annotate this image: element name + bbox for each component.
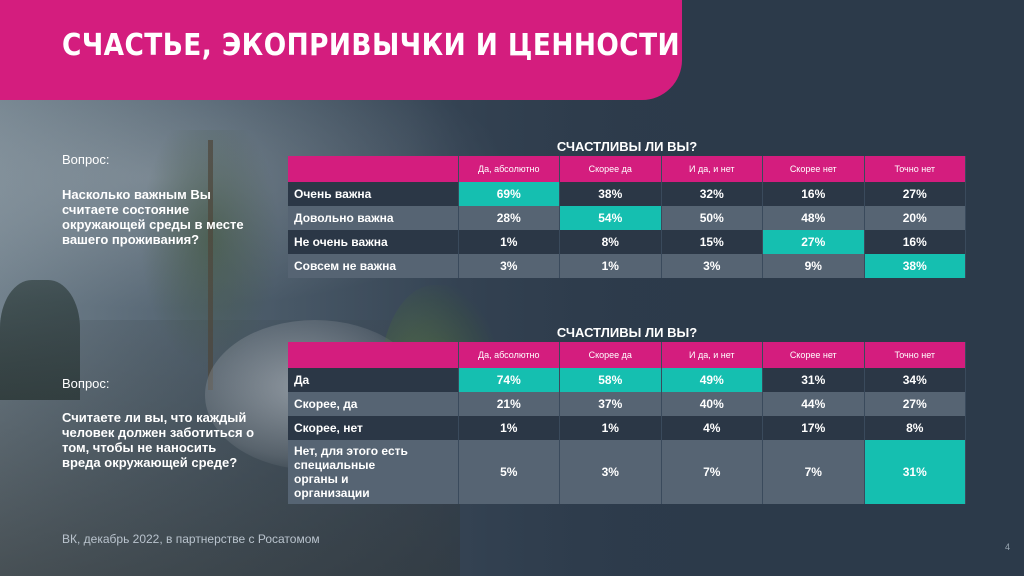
table-cell: 44% (762, 392, 865, 416)
table-cell: 8% (559, 230, 662, 254)
table-row: Довольно важна 28% 54% 50% 48% 20% (288, 206, 966, 230)
question-label-2: Вопрос: (62, 376, 110, 391)
column-header: И да, и нет (661, 342, 763, 368)
table-row: Не очень важна 1% 8% 15% 27% 16% (288, 230, 966, 254)
happiness-table-2: Да, абсолютно Скорее да И да, и нет Скор… (288, 342, 966, 504)
table-cell: 34% (864, 368, 966, 392)
row-label: Не очень важна (288, 230, 459, 254)
table-title-2: СЧАСТЛИВЫ ЛИ ВЫ? (556, 325, 698, 340)
table-cell: 16% (864, 230, 966, 254)
table-cell: 1% (458, 416, 560, 440)
table-cell: 7% (762, 440, 865, 504)
table-cell: 21% (458, 392, 560, 416)
table-cell: 17% (762, 416, 865, 440)
column-header: Точно нет (864, 342, 966, 368)
table-cell: 37% (559, 392, 662, 416)
column-header: Скорее нет (762, 342, 865, 368)
table-corner (288, 156, 459, 182)
table-cell: 27% (762, 230, 865, 254)
table-cell: 74% (458, 368, 560, 392)
table-cell: 9% (762, 254, 865, 278)
table-cell: 38% (559, 182, 662, 206)
question-text-2: Считаете ли вы, что каждый человек долже… (62, 410, 255, 470)
table-cell: 54% (559, 206, 662, 230)
table-row: Скорее, нет 1% 1% 4% 17% 8% (288, 416, 966, 440)
table-cell: 27% (864, 182, 966, 206)
table-cell: 40% (661, 392, 763, 416)
question-label-1: Вопрос: (62, 152, 110, 167)
table-cell: 3% (559, 440, 662, 504)
table-cell: 5% (458, 440, 560, 504)
table-row: Да 74% 58% 49% 31% 34% (288, 368, 966, 392)
table-title-1: СЧАСТЛИВЫ ЛИ ВЫ? (556, 139, 698, 154)
table-cell: 27% (864, 392, 966, 416)
table-cell: 50% (661, 206, 763, 230)
table-cell: 3% (661, 254, 763, 278)
happiness-table-1: Да, абсолютно Скорее да И да, и нет Скор… (288, 156, 966, 278)
table-cell: 31% (762, 368, 865, 392)
row-label: Да (288, 368, 459, 392)
table-cell: 4% (661, 416, 763, 440)
table-cell: 20% (864, 206, 966, 230)
table-cell: 69% (458, 182, 560, 206)
column-header: Скорее да (559, 342, 662, 368)
table-row: Скорее, да 21% 37% 40% 44% 27% (288, 392, 966, 416)
question-text-1: Насколько важным Вы считаете состояние о… (62, 187, 244, 247)
page-title: СЧАСТЬЕ, ЭКОПРИВЫЧКИ И ЦЕННОСТИ (62, 28, 681, 63)
column-header: Скорее да (559, 156, 662, 182)
table-corner (288, 342, 459, 368)
table-cell: 48% (762, 206, 865, 230)
row-label: Довольно важна (288, 206, 459, 230)
table-cell: 31% (864, 440, 966, 504)
table-cell: 32% (661, 182, 763, 206)
table-cell: 3% (458, 254, 560, 278)
table-cell: 38% (864, 254, 966, 278)
row-label: Скорее, да (288, 392, 459, 416)
table-cell: 49% (661, 368, 763, 392)
row-label: Очень важна (288, 182, 459, 206)
table-cell: 15% (661, 230, 763, 254)
table-cell: 58% (559, 368, 662, 392)
column-header: Да, абсолютно (458, 342, 560, 368)
table-row: Нет, для этого есть специальные органы и… (288, 440, 966, 504)
table-cell: 1% (458, 230, 560, 254)
table-cell: 7% (661, 440, 763, 504)
column-header: И да, и нет (661, 156, 763, 182)
title-banner: СЧАСТЬЕ, ЭКОПРИВЫЧКИ И ЦЕННОСТИ (0, 0, 682, 100)
table-cell: 8% (864, 416, 966, 440)
table-row: Очень важна 69% 38% 32% 16% 27% (288, 182, 966, 206)
row-label: Скорее, нет (288, 416, 459, 440)
table-cell: 16% (762, 182, 865, 206)
column-header: Скорее нет (762, 156, 865, 182)
column-header: Точно нет (864, 156, 966, 182)
source-note: ВК, декабрь 2022, в партнерстве с Росато… (62, 532, 320, 546)
row-label: Нет, для этого есть специальные органы и… (288, 440, 459, 504)
table-row: Совсем не важна 3% 1% 3% 9% 38% (288, 254, 966, 278)
table-cell: 28% (458, 206, 560, 230)
column-header: Да, абсолютно (458, 156, 560, 182)
row-label: Совсем не важна (288, 254, 459, 278)
table-cell: 1% (559, 254, 662, 278)
page-number: 4 (1005, 542, 1011, 552)
table-cell: 1% (559, 416, 662, 440)
